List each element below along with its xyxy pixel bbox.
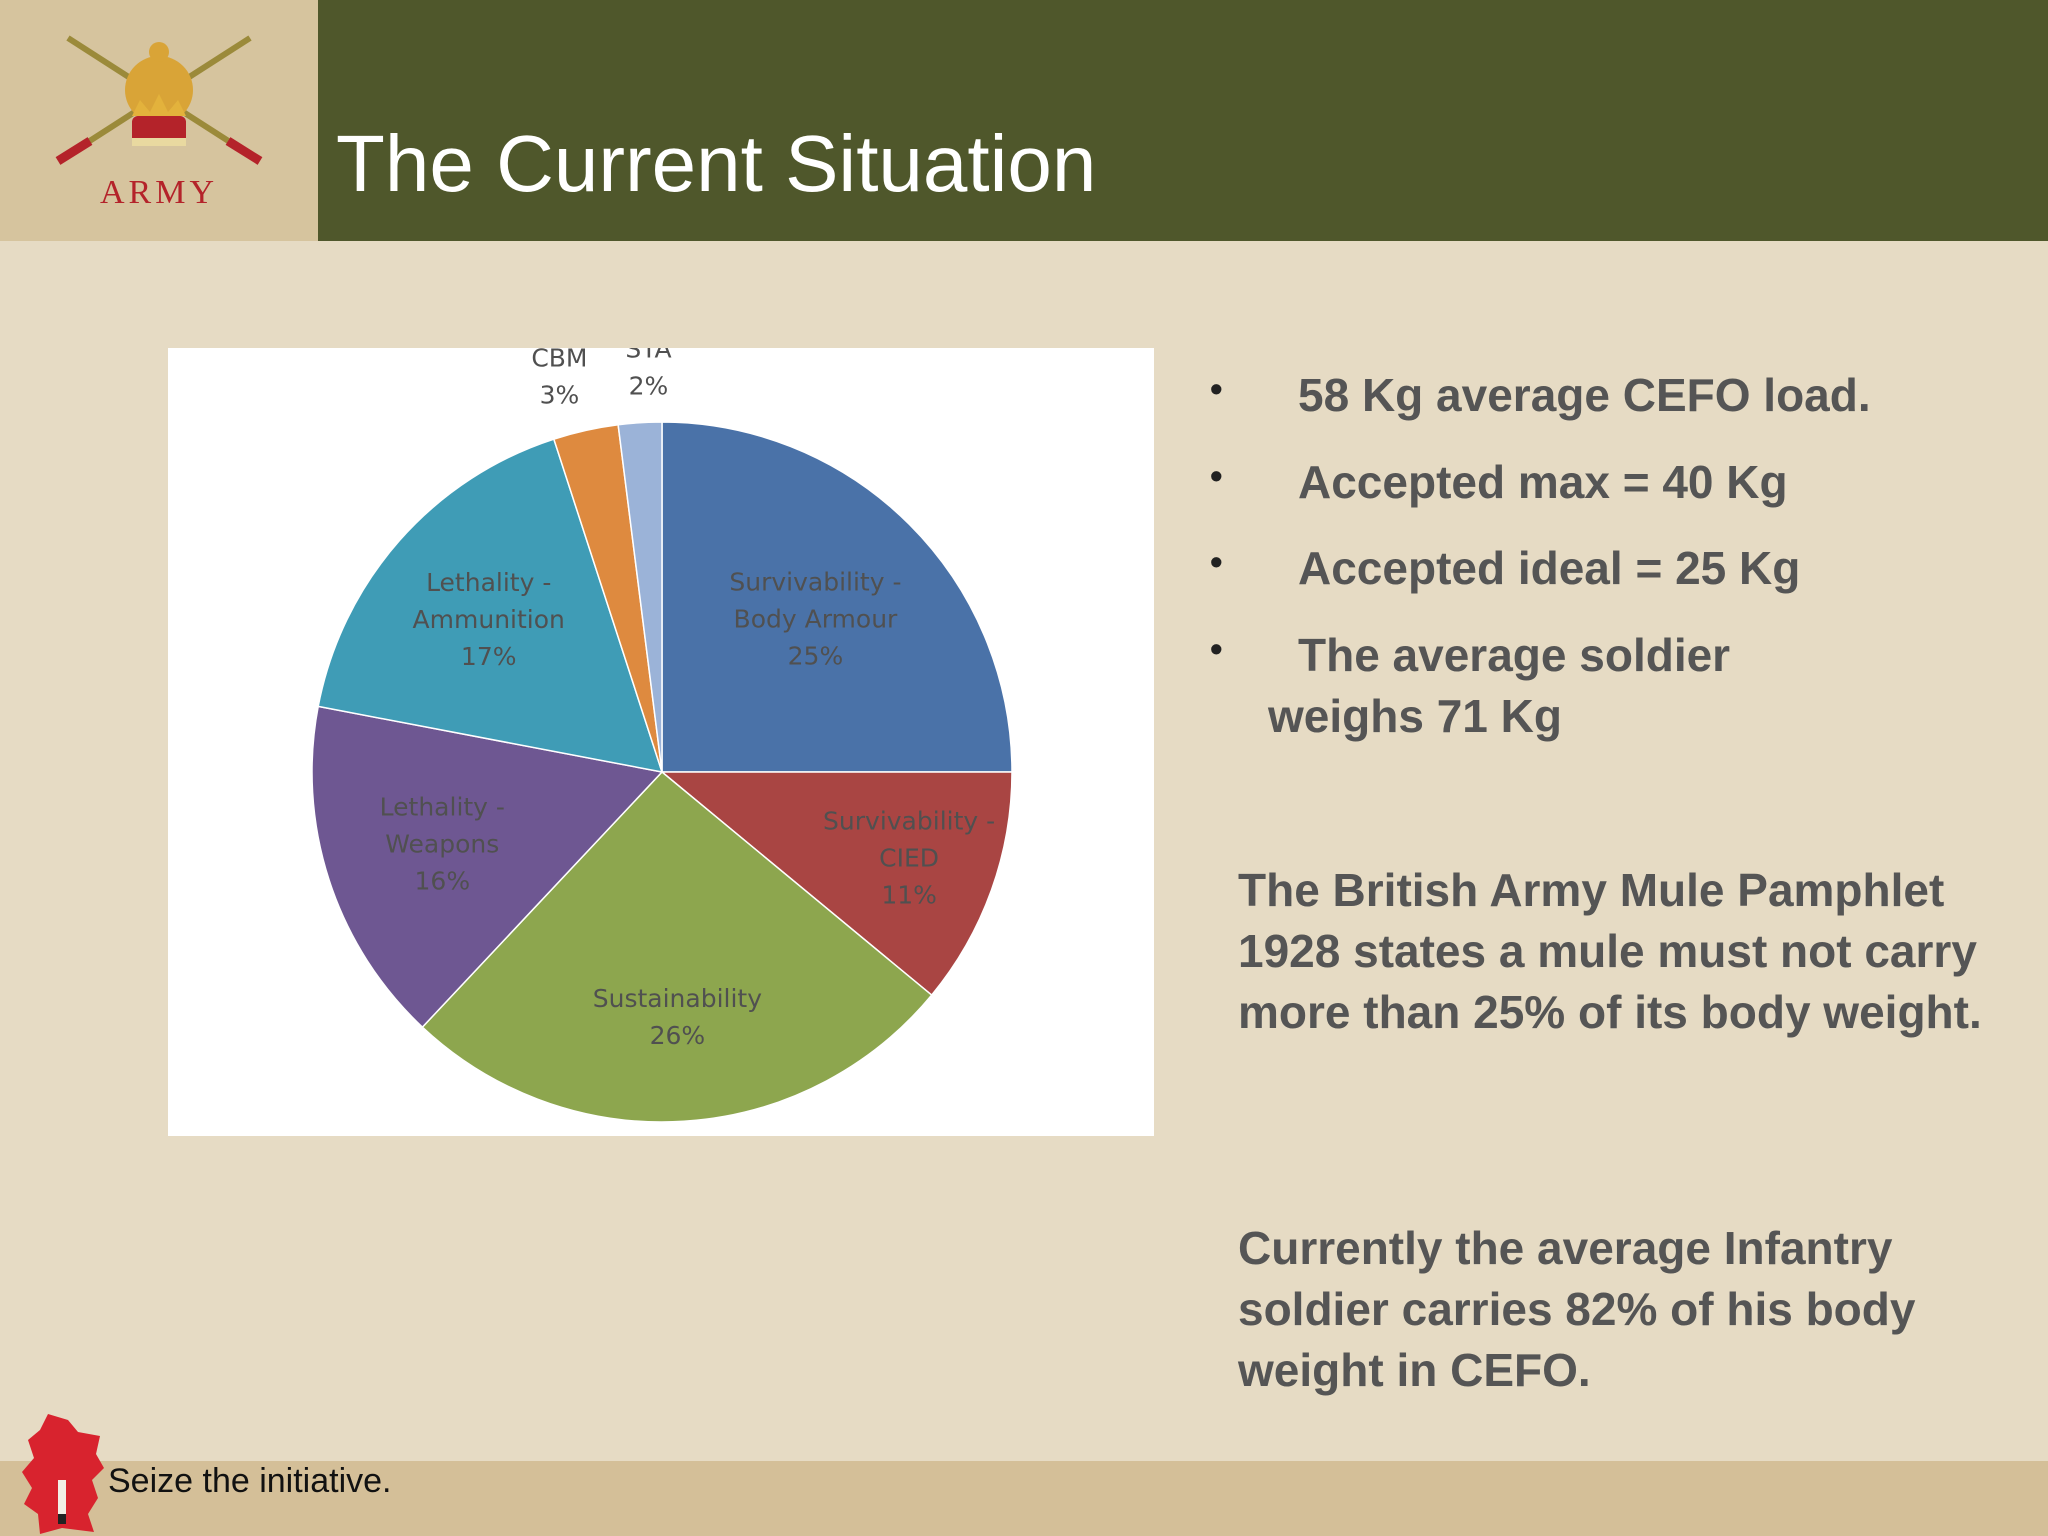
wales-dragon-icon [22, 1414, 104, 1534]
slice-label: Sustainability [593, 984, 762, 1013]
slice-label: Survivability - [823, 806, 995, 835]
pie-slice [617, 421, 663, 773]
bullet-icon: • [1210, 541, 1223, 583]
bullet-text-continued: weighs 71 Kg [1268, 689, 1562, 742]
logo-panel: ARMY [0, 0, 318, 241]
slice-label: Lethality - [380, 792, 505, 821]
chart-panel: Survivability - Body Armour 25% Survivabili… [168, 348, 1154, 1136]
pie-slice [421, 770, 933, 1123]
logo-text: ARMY [99, 174, 219, 211]
bullet-item: • The average soldier weighs 71 Kg [1210, 625, 2010, 746]
bullet-text: 58 Kg average CEFO load. [1298, 369, 1871, 421]
bullet-item: • Accepted ideal = 25 Kg [1210, 538, 2010, 599]
pie-slice [311, 705, 664, 1029]
mule-paragraph: The British Army Mule Pamphlet 1928 stat… [1238, 864, 1982, 1039]
slice-label: Weapons [385, 829, 499, 858]
bullet-text: Accepted ideal = 25 Kg [1298, 542, 1801, 595]
slice-label: Ammunition [413, 605, 565, 634]
slice-value-label: 26% [650, 1021, 706, 1050]
slice-value-label: 11% [881, 880, 937, 909]
title-bar [318, 0, 2048, 241]
army-crest-icon [55, 35, 263, 165]
bullet-list: • 58 Kg average CEFO load. • Accepted ma… [1210, 365, 2010, 773]
slice-value-label: 16% [415, 866, 471, 895]
bullet-item: • Accepted max = 40 Kg [1210, 452, 2010, 513]
bullet-item: • 58 Kg average CEFO load. [1210, 365, 2010, 426]
slice-label: Lethality - [426, 568, 551, 597]
slice-label: Body Armour [734, 605, 898, 634]
bullet-icon: • [1210, 454, 1223, 496]
bullet-icon: • [1210, 368, 1223, 409]
page-title: The Current Situation [336, 119, 1097, 208]
footer-tagline: Seize the initiative. [108, 1462, 392, 1500]
slice-label: Survivability - [729, 568, 901, 597]
pie-slice [659, 771, 1013, 997]
slice-label: CIED [879, 843, 939, 872]
slice-value-label: 17% [461, 642, 517, 671]
bullet-text: Accepted max = 40 Kg [1298, 455, 1788, 508]
slice-label: CBM [531, 348, 587, 372]
pie-chart: Survivability - Body Armour 25% Survivabili… [311, 348, 1013, 1123]
bullet-icon: • [1210, 628, 1223, 670]
pie-slice [317, 438, 664, 773]
current-paragraph: Currently the average Infantry soldier c… [1238, 1222, 1916, 1397]
slice-value-label: 3% [540, 380, 580, 409]
bullet-text: The average soldier [1298, 629, 1731, 682]
slice-label: STA [625, 348, 671, 363]
slice-value-label: 2% [629, 371, 669, 400]
slice-value-label: 25% [788, 642, 844, 671]
pie-slice [661, 421, 1013, 773]
footer-bar [0, 1461, 2048, 1536]
